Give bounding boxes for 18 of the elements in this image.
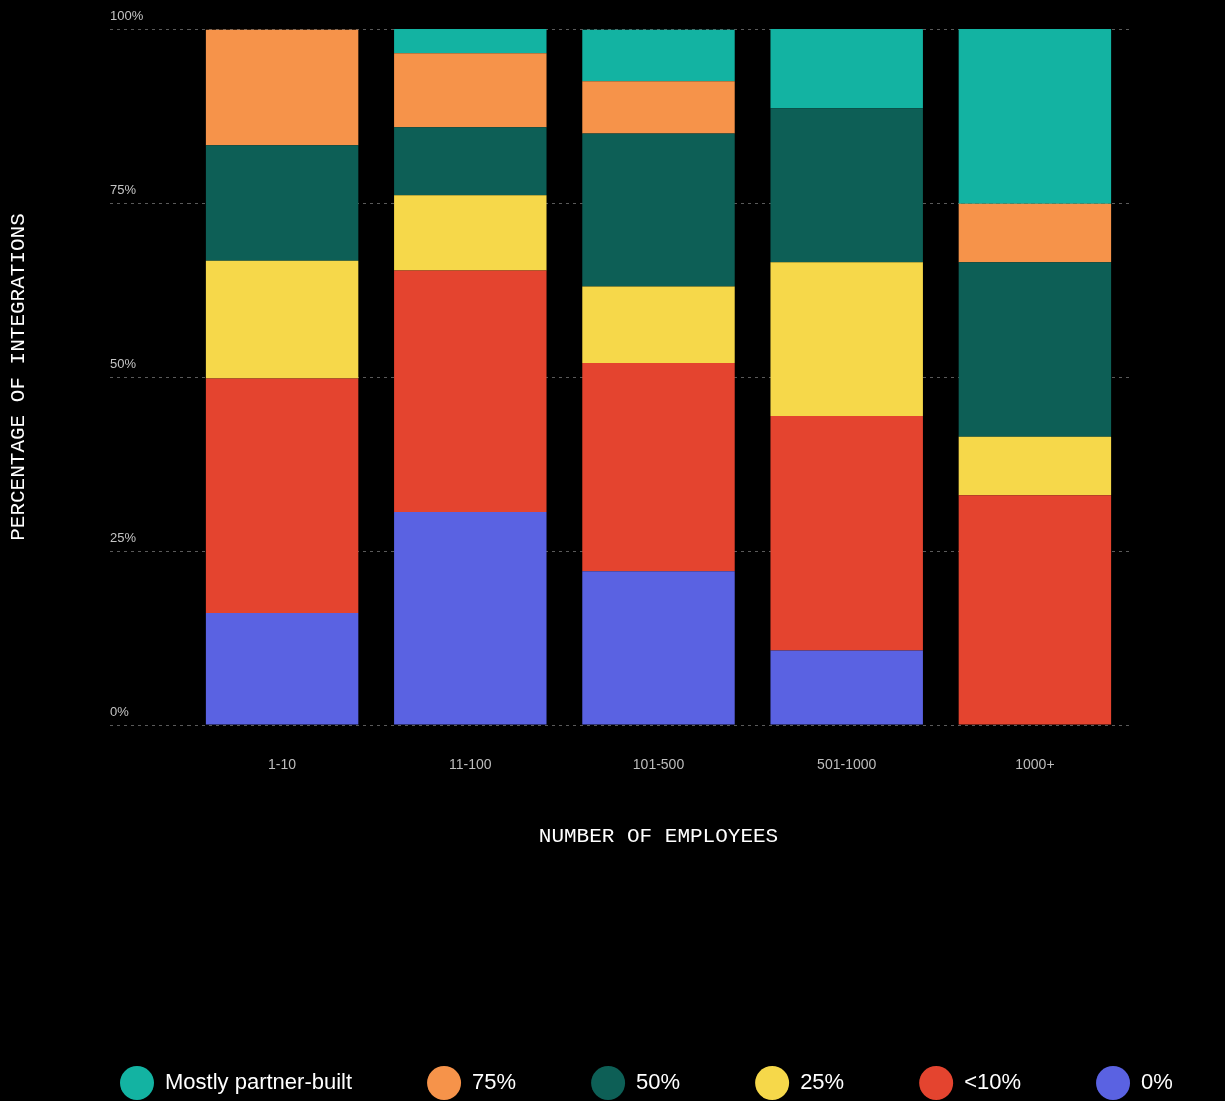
y-tick-label: 75% — [110, 181, 137, 197]
legend-label: Mostly partner-built — [165, 1069, 353, 1095]
x-axis-title: NUMBER OF EMPLOYEES — [538, 824, 779, 848]
legend-label: 50% — [636, 1069, 681, 1095]
x-tick-label: 1-10 — [268, 756, 297, 773]
legend-label: 0% — [1141, 1069, 1173, 1095]
x-tick-label: 11-100 — [449, 756, 492, 773]
y-axis-title: PERCENTAGE OF INTEGRATIONS — [7, 213, 31, 541]
y-tick-label: 100% — [110, 7, 144, 23]
x-tick-label: 501-1000 — [817, 756, 877, 773]
legend-label: <10% — [964, 1069, 1022, 1095]
x-tick-label: 1000+ — [1015, 756, 1055, 773]
y-tick-label: 50% — [110, 355, 137, 371]
y-tick-label: 0% — [110, 703, 130, 719]
y-tick-label: 25% — [110, 529, 137, 545]
legend-label: 75% — [472, 1069, 517, 1095]
legend-label: 25% — [800, 1069, 845, 1095]
x-tick-label: 101-500 — [632, 756, 685, 773]
